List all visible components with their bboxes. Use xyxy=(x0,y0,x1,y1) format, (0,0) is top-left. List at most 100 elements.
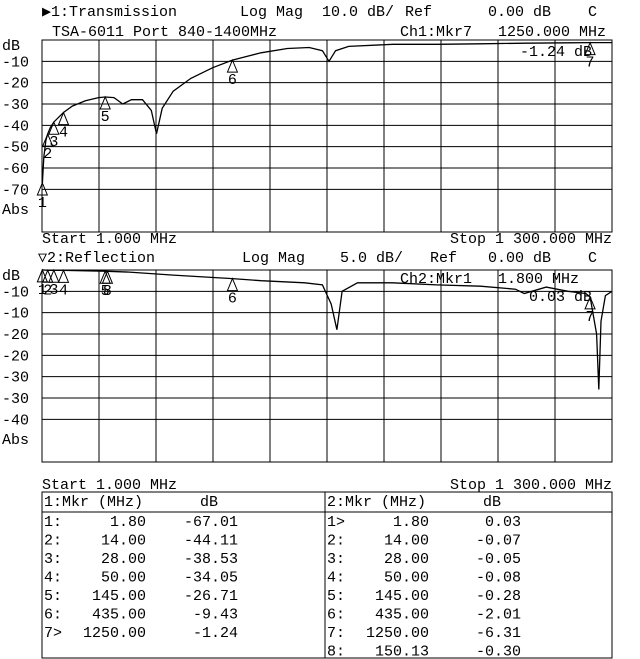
y-tick-label: -20 xyxy=(2,76,29,93)
header-field: C xyxy=(588,4,597,21)
start-label: Start 1.000 MHz xyxy=(42,477,177,494)
marker-value: -2.01 xyxy=(476,606,521,623)
marker-value: -67.01 xyxy=(184,514,238,531)
marker-id: 1: xyxy=(44,514,62,531)
y-abs-label: Abs xyxy=(2,202,29,219)
marker-flag xyxy=(57,111,70,126)
stop-label: Stop 1 300.000 MHz xyxy=(450,477,612,494)
marker-flag xyxy=(48,120,60,135)
marker-flag xyxy=(226,58,239,73)
y-tick-label: -70 xyxy=(2,182,29,199)
y-tick-label: -10 xyxy=(2,306,29,323)
marker-id: 7> xyxy=(44,625,62,642)
marker-id: 6: xyxy=(327,606,345,623)
header-field: 0.00 dB xyxy=(488,4,551,21)
readout-value: -1.24 dB xyxy=(520,44,592,61)
marker-id: 8: xyxy=(327,643,345,659)
marker-label: 6 xyxy=(228,72,237,89)
y-tick-label: -50 xyxy=(2,140,29,157)
marker-label: 2 xyxy=(43,282,52,299)
marker-label: 5 xyxy=(101,109,110,126)
header-field: 0.00 dB xyxy=(488,250,551,267)
marker-frequency: 435.00 xyxy=(375,606,429,623)
marker-id: 4: xyxy=(327,569,345,586)
marker-flag xyxy=(57,269,70,283)
subtitle: TSA-6011 Port 840-1400MHz xyxy=(52,24,277,41)
marker-value: -6.31 xyxy=(476,625,521,642)
marker-label: 4 xyxy=(59,282,68,299)
y-tick-label: -40 xyxy=(2,412,29,429)
marker-frequency: 14.00 xyxy=(101,532,146,549)
table-header: 1:Mkr (MHz) xyxy=(44,494,143,511)
marker-flag xyxy=(41,268,54,283)
start-label: Start 1.000 MHz xyxy=(42,231,177,248)
readout-frequency: 1250.000 MHz xyxy=(498,24,606,41)
marker-label: 6 xyxy=(228,291,237,308)
marker-id: 3: xyxy=(44,551,62,568)
marker-id: 2: xyxy=(327,532,345,549)
header-field: Log Mag xyxy=(242,250,305,267)
marker-label: 7 xyxy=(586,309,595,326)
readout-value: 0.03 dB xyxy=(529,289,592,306)
y-tick-label: -20 xyxy=(2,327,29,344)
marker-value: -26.71 xyxy=(184,588,238,605)
y-tick-label: -30 xyxy=(2,391,29,408)
header-field: ▶1:Transmission xyxy=(42,4,177,21)
marker-frequency: 1.80 xyxy=(110,514,146,531)
marker-label: 4 xyxy=(59,125,68,142)
marker-frequency: 435.00 xyxy=(92,606,146,623)
y-tick-label: -30 xyxy=(2,97,29,114)
y-unit-label: dB xyxy=(2,268,20,285)
marker-flag xyxy=(48,268,60,283)
y-tick-label: -10 xyxy=(2,284,29,301)
marker-id: 2: xyxy=(44,532,62,549)
marker-id: 4: xyxy=(44,569,62,586)
marker-label: 3 xyxy=(49,282,58,299)
marker-flag xyxy=(36,181,49,196)
marker-value: -0.30 xyxy=(476,643,521,659)
y-tick-label: -40 xyxy=(2,118,29,135)
header-field: C xyxy=(588,250,597,267)
marker-label: 5 xyxy=(101,283,110,300)
marker-id: 3: xyxy=(327,551,345,568)
header-field: ▽2:Reflection xyxy=(38,250,155,267)
marker-id: 7: xyxy=(327,625,345,642)
marker-frequency: 50.00 xyxy=(384,569,429,586)
y-abs-label: Abs xyxy=(2,432,29,449)
marker-value: -9.43 xyxy=(193,606,238,623)
header-field: Ref xyxy=(405,4,432,21)
marker-frequency: 150.13 xyxy=(375,643,429,659)
table-header: 2:Mkr (MHz) xyxy=(327,494,426,511)
marker-value: 0.03 xyxy=(485,514,521,531)
trace xyxy=(41,41,612,183)
marker-frequency: 50.00 xyxy=(101,569,146,586)
marker-value: -1.24 xyxy=(193,625,238,642)
marker-label: 7 xyxy=(586,55,595,72)
marker-value: -38.53 xyxy=(184,551,238,568)
header-field: Log Mag xyxy=(240,4,303,21)
marker-frequency: 28.00 xyxy=(101,551,146,568)
marker-id: 5: xyxy=(44,588,62,605)
marker-label: 2 xyxy=(43,146,52,163)
marker-value: -0.05 xyxy=(476,551,521,568)
marker-label: 1 xyxy=(38,195,47,212)
marker-frequency: 28.00 xyxy=(384,551,429,568)
marker-frequency: 14.00 xyxy=(384,532,429,549)
y-tick-label: -10 xyxy=(2,54,29,71)
y-tick-label: -30 xyxy=(2,370,29,387)
marker-flag xyxy=(584,295,596,310)
y-tick-label: -20 xyxy=(2,348,29,365)
marker-label: 3 xyxy=(49,134,58,151)
marker-table-frame xyxy=(41,491,613,659)
header-field: Ref xyxy=(430,250,457,267)
header-field: 10.0 dB/ xyxy=(322,4,394,21)
marker-value: -0.28 xyxy=(476,588,521,605)
marker-frequency: 1250.00 xyxy=(366,625,429,642)
marker-flag xyxy=(584,41,596,56)
y-unit-label: dB xyxy=(2,38,20,55)
marker-frequency: 1250.00 xyxy=(83,625,146,642)
table-header: dB xyxy=(483,494,501,511)
readout-frequency: 1.800 MHz xyxy=(498,271,579,288)
